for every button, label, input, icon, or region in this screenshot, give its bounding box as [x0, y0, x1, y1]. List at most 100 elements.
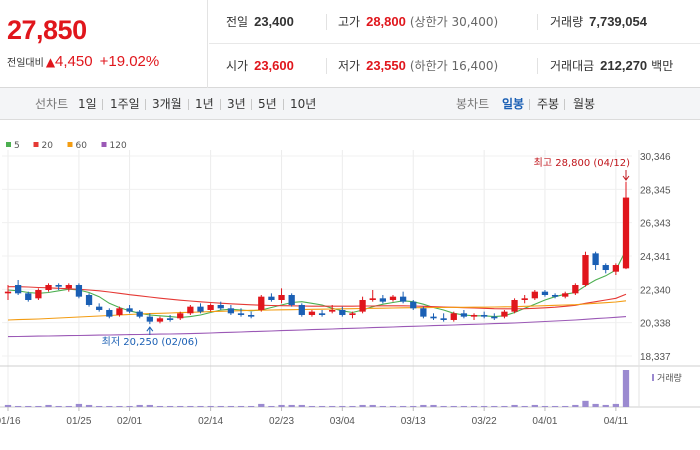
amount-unit: 백만 — [651, 59, 674, 73]
legend-item: 60 — [76, 141, 88, 151]
period-10y-button[interactable]: 10년 — [290, 97, 317, 111]
open-cell: 시가 23,600 — [226, 44, 294, 88]
divider — [326, 14, 327, 30]
candle-body — [177, 313, 184, 319]
volume-bar — [35, 405, 42, 407]
x-tick-label: 03/22 — [472, 416, 497, 427]
up-arrow-icon: ▲ — [45, 55, 56, 69]
legend-item: 20 — [42, 141, 54, 151]
candle-body — [450, 313, 457, 320]
high-arrow-icon — [622, 175, 630, 181]
period-3y-button[interactable]: 3년 — [227, 97, 246, 111]
volume-bar — [501, 405, 508, 407]
volume-bar — [399, 405, 407, 407]
period-3m-button[interactable]: 3개월 — [152, 97, 182, 111]
candle-body — [14, 285, 22, 294]
quote-header: 27,850 전일대비 ▲4,450 +19.02% 전일 23,400 고가 28,8… — [0, 0, 700, 88]
candle-body — [258, 296, 265, 310]
volume-bar — [622, 370, 630, 407]
ma-line — [7, 316, 627, 338]
candle-body — [45, 285, 52, 290]
volume-bar — [298, 404, 305, 407]
candle-weekly-button[interactable]: 주봉 — [537, 97, 560, 111]
y-tick-label: 20,338 — [640, 319, 671, 330]
volume-label: 거래량 — [550, 15, 584, 29]
candle-body — [156, 318, 164, 322]
legend-swatch — [101, 142, 107, 147]
candle-body — [481, 314, 488, 317]
candle-body — [612, 265, 620, 272]
candle-body — [288, 294, 295, 305]
candle-body — [521, 298, 528, 300]
amount-value: 212,270 — [600, 58, 648, 73]
open-value: 23,600 — [254, 58, 294, 73]
low-cell: 저가 23,550 (하한가 16,400) — [338, 44, 498, 88]
price-summary: 27,850 전일대비 ▲4,450 +19.02% — [0, 0, 208, 88]
volume-bar — [248, 405, 255, 407]
candle-body — [420, 308, 427, 317]
candle-body — [410, 301, 417, 309]
legend-swatch — [6, 142, 11, 147]
candle-body — [430, 316, 437, 319]
lower-limit: (하한가 16,400) — [409, 59, 499, 73]
price-chart[interactable]: 5 20 60 120 30,346 28,345 26,343 24,341 22,340 2… — [0, 120, 700, 450]
period-1d-button[interactable]: 1일 — [78, 97, 97, 111]
volume-bar — [369, 404, 376, 407]
legend-swatch — [67, 142, 73, 147]
low-value: 23,550 — [366, 58, 406, 73]
candle-body — [268, 296, 275, 300]
candle-chart-label: 봉차트 — [456, 97, 490, 111]
volume-bar — [430, 404, 437, 407]
volume-bar — [177, 405, 184, 407]
candle-body — [126, 308, 133, 312]
volume-bar — [450, 405, 457, 407]
volume-bar — [531, 404, 538, 407]
y-tick-label: 22,340 — [640, 285, 671, 296]
high-label: 고가 — [338, 15, 361, 29]
candle-body — [166, 318, 174, 320]
volume-bar — [268, 405, 275, 407]
volume-bar — [521, 405, 528, 407]
legend-swatch — [33, 142, 39, 147]
volume-bar — [318, 405, 326, 407]
volume-bar — [258, 403, 265, 407]
volume-bar — [470, 405, 478, 407]
period-1w-button[interactable]: 1주일 — [110, 97, 140, 111]
candle-body — [227, 308, 235, 314]
volume-bar — [4, 404, 12, 407]
candle-body — [572, 285, 579, 294]
candle-body — [75, 285, 83, 297]
stats-row-2: 시가 23,600 저가 23,550 (하한가 16,400) 거래대금 212,27… — [209, 44, 700, 88]
volume-bar — [511, 404, 518, 407]
volume-bar — [25, 405, 32, 407]
candle-body — [531, 291, 538, 299]
divider — [537, 14, 538, 30]
candle-body — [318, 313, 326, 315]
volume-bar — [349, 405, 356, 407]
x-tick-label: 02/23 — [269, 416, 294, 427]
candle-body — [491, 316, 498, 319]
volume-bar — [541, 405, 549, 407]
candle-body — [106, 309, 113, 317]
candle-monthly-button[interactable]: 월봉 — [573, 97, 596, 111]
divider — [220, 99, 221, 110]
volume-panel: 거래량 — [4, 370, 682, 407]
volume-bar — [460, 405, 468, 407]
volume-bar — [96, 405, 103, 407]
period-5y-button[interactable]: 5년 — [258, 97, 277, 111]
volume-bar — [359, 404, 366, 407]
candle-body — [217, 304, 224, 309]
volume-bar — [55, 405, 62, 407]
change-amount: 4,450 — [55, 53, 93, 70]
volume-bar — [602, 404, 609, 407]
volume-bar — [187, 405, 194, 407]
current-price: 27,850 — [7, 15, 87, 45]
change-row: 전일대비 ▲4,450 +19.02% — [7, 53, 159, 70]
candle-daily-button[interactable]: 일봉 — [502, 97, 525, 111]
period-1y-button[interactable]: 1년 — [195, 97, 214, 111]
candle-body — [278, 294, 285, 300]
volume-bar — [156, 405, 164, 407]
change-percent: +19.02% — [99, 53, 160, 70]
candle-body — [35, 289, 42, 299]
candle-body — [511, 299, 518, 312]
